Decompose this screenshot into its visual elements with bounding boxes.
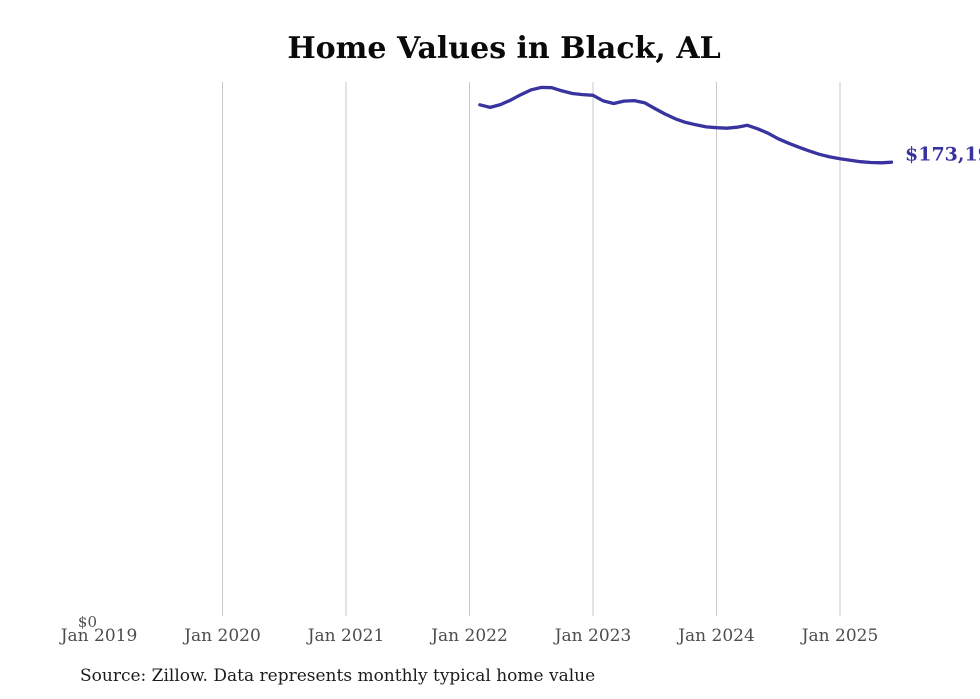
x-tick-label: Jan 2024 [676,626,755,646]
x-tick-label: Jan 2023 [553,626,632,646]
x-tick-label: Jan 2020 [182,626,261,646]
x-tick-label: Jan 2019 [59,626,138,646]
y-axis-zero-label: $0 [78,613,97,631]
home-value-series-line [478,85,894,165]
source-note: Source: Zillow. Data represents monthly … [80,666,596,686]
x-tick-label: Jan 2022 [429,626,508,646]
x-tick-label: Jan 2025 [800,626,879,646]
latest-value-label: $173,195 [905,144,980,166]
x-tick-label: Jan 2021 [306,626,385,646]
chart-title: Home Values in Black, AL [287,31,721,66]
